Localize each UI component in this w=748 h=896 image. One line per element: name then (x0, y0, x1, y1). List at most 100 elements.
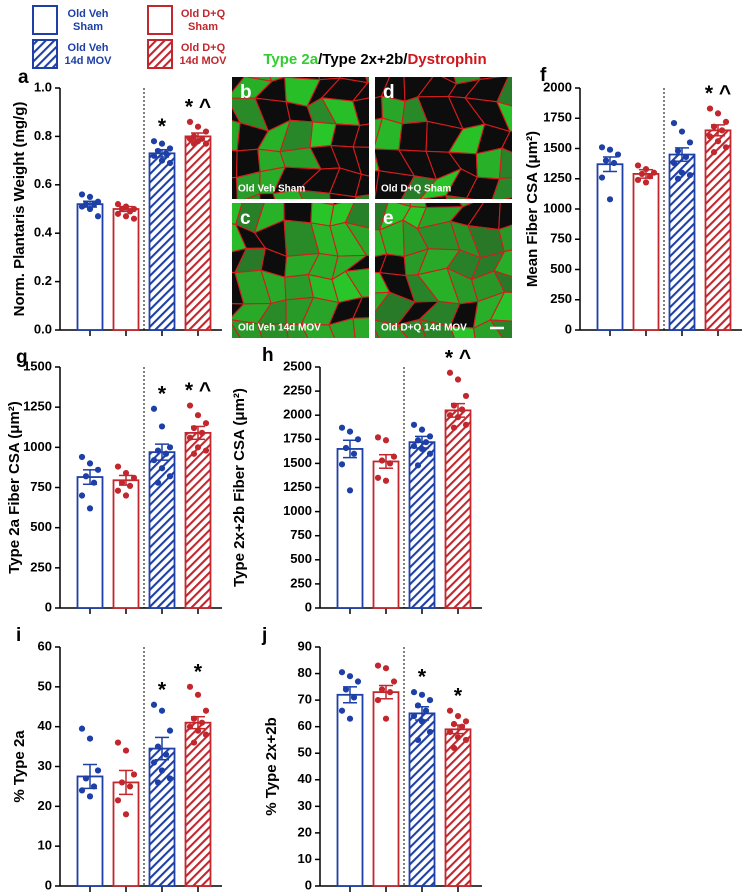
y-tick-label: 20 (38, 798, 52, 813)
data-point (158, 465, 166, 472)
y-tick-label: 90 (298, 638, 312, 653)
panel-letter: c (240, 208, 251, 229)
y-tick-label: 1.0 (34, 79, 52, 94)
bar (336, 693, 364, 887)
significance: * (418, 666, 427, 689)
data-point (426, 450, 434, 457)
panel-letter: f (540, 65, 547, 86)
fiber (259, 192, 276, 199)
y-tick-label: 50 (38, 678, 52, 693)
fiber (496, 100, 512, 133)
y-tick-label: 0.4 (34, 225, 53, 240)
data-point (186, 402, 194, 409)
data-point (454, 414, 462, 421)
data-point (202, 731, 210, 738)
y-tick-label: 2000 (543, 79, 572, 94)
y-tick-label: 1000 (543, 200, 572, 215)
y-axis-label: Type 2a Fiber CSA (μm²) (6, 401, 23, 574)
fiber (491, 176, 512, 199)
data-point (114, 739, 122, 746)
data-point (646, 173, 654, 180)
data-point (202, 447, 210, 454)
y-tick-label: 0 (45, 877, 52, 892)
data-point (166, 775, 174, 782)
data-point (122, 213, 130, 220)
fiber (396, 318, 427, 338)
data-point (458, 723, 466, 730)
data-point (374, 474, 382, 481)
y-tick-label: 0.8 (34, 128, 52, 143)
data-point (706, 105, 714, 112)
data-point (642, 165, 650, 173)
data-point (78, 453, 86, 461)
significance: * (158, 382, 167, 405)
bar (632, 173, 660, 331)
micrograph (375, 47, 528, 199)
fiber (398, 120, 428, 152)
data-point (94, 767, 102, 774)
fiber (498, 224, 512, 253)
data-point (186, 118, 194, 125)
fiber (352, 146, 369, 177)
fiber (489, 291, 512, 322)
fiber (256, 323, 289, 338)
fiber (464, 197, 475, 199)
data-point (446, 369, 454, 376)
data-point (186, 723, 194, 730)
fiber (232, 149, 238, 179)
legend-label: Old Veh (68, 8, 109, 20)
legend-label: Old Veh (68, 42, 109, 54)
y-tick-label: 0.2 (34, 273, 52, 288)
bar (76, 203, 104, 331)
data-point (202, 140, 210, 147)
data-point (410, 712, 418, 720)
data-point (650, 169, 658, 176)
data-point (390, 453, 398, 460)
panel-letter: h (262, 345, 274, 366)
data-point (674, 175, 682, 182)
data-point (162, 150, 170, 157)
data-point (426, 433, 434, 440)
y-tick-label: 0 (305, 877, 312, 892)
y-tick-label: 2250 (283, 383, 312, 398)
panel-caption: Old D+Q Sham (381, 184, 451, 195)
data-point (130, 215, 138, 222)
y-axis-label: Mean Fiber CSA (μm²) (524, 131, 541, 287)
panel-letter: d (383, 82, 395, 103)
data-point (126, 208, 134, 215)
data-point (190, 424, 198, 432)
data-point (422, 707, 430, 714)
data-point (166, 727, 174, 734)
data-point (410, 421, 418, 428)
y-tick-label: 10 (38, 838, 52, 853)
data-point (126, 783, 134, 790)
legend-label: 14d MOV (64, 55, 112, 67)
data-point (194, 412, 202, 419)
data-point (86, 735, 94, 742)
fiber (343, 254, 369, 273)
y-tick-label: 250 (30, 559, 52, 574)
title-part: /Type 2x+2b/ (318, 51, 408, 68)
y-tick-label: 10 (298, 851, 312, 866)
data-point (118, 479, 126, 486)
bar (444, 409, 472, 609)
fiber (496, 77, 512, 107)
title-part: Type 2a (263, 51, 318, 68)
micrograph-title: Type 2a/Type 2x+2b/Dystrophin (263, 51, 486, 68)
data-point (114, 210, 122, 217)
significance: * ^ (705, 82, 731, 105)
bar (668, 153, 696, 331)
fiber (490, 47, 528, 75)
data-point (686, 172, 694, 179)
fiber (344, 268, 369, 298)
data-point (642, 179, 650, 186)
significance: * (454, 684, 463, 707)
data-point (198, 719, 206, 726)
data-point (386, 460, 394, 467)
data-point (462, 718, 470, 725)
y-tick-label: 40 (38, 718, 52, 733)
y-tick-label: 2000 (283, 407, 312, 422)
data-point (414, 437, 422, 444)
error-bar (343, 439, 357, 459)
panel-caption: Old D+Q 14d MOV (381, 323, 467, 334)
